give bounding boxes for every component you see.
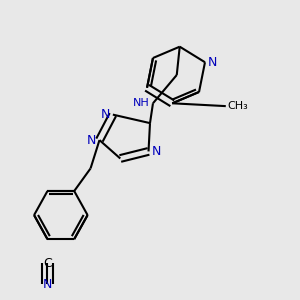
Text: N: N xyxy=(87,134,97,147)
Text: N: N xyxy=(152,145,161,158)
Text: N: N xyxy=(43,278,52,291)
Text: CH₃: CH₃ xyxy=(227,101,248,111)
Text: N: N xyxy=(100,108,110,121)
Text: N: N xyxy=(208,56,217,69)
Text: C: C xyxy=(43,257,52,270)
Text: NH: NH xyxy=(133,98,150,108)
